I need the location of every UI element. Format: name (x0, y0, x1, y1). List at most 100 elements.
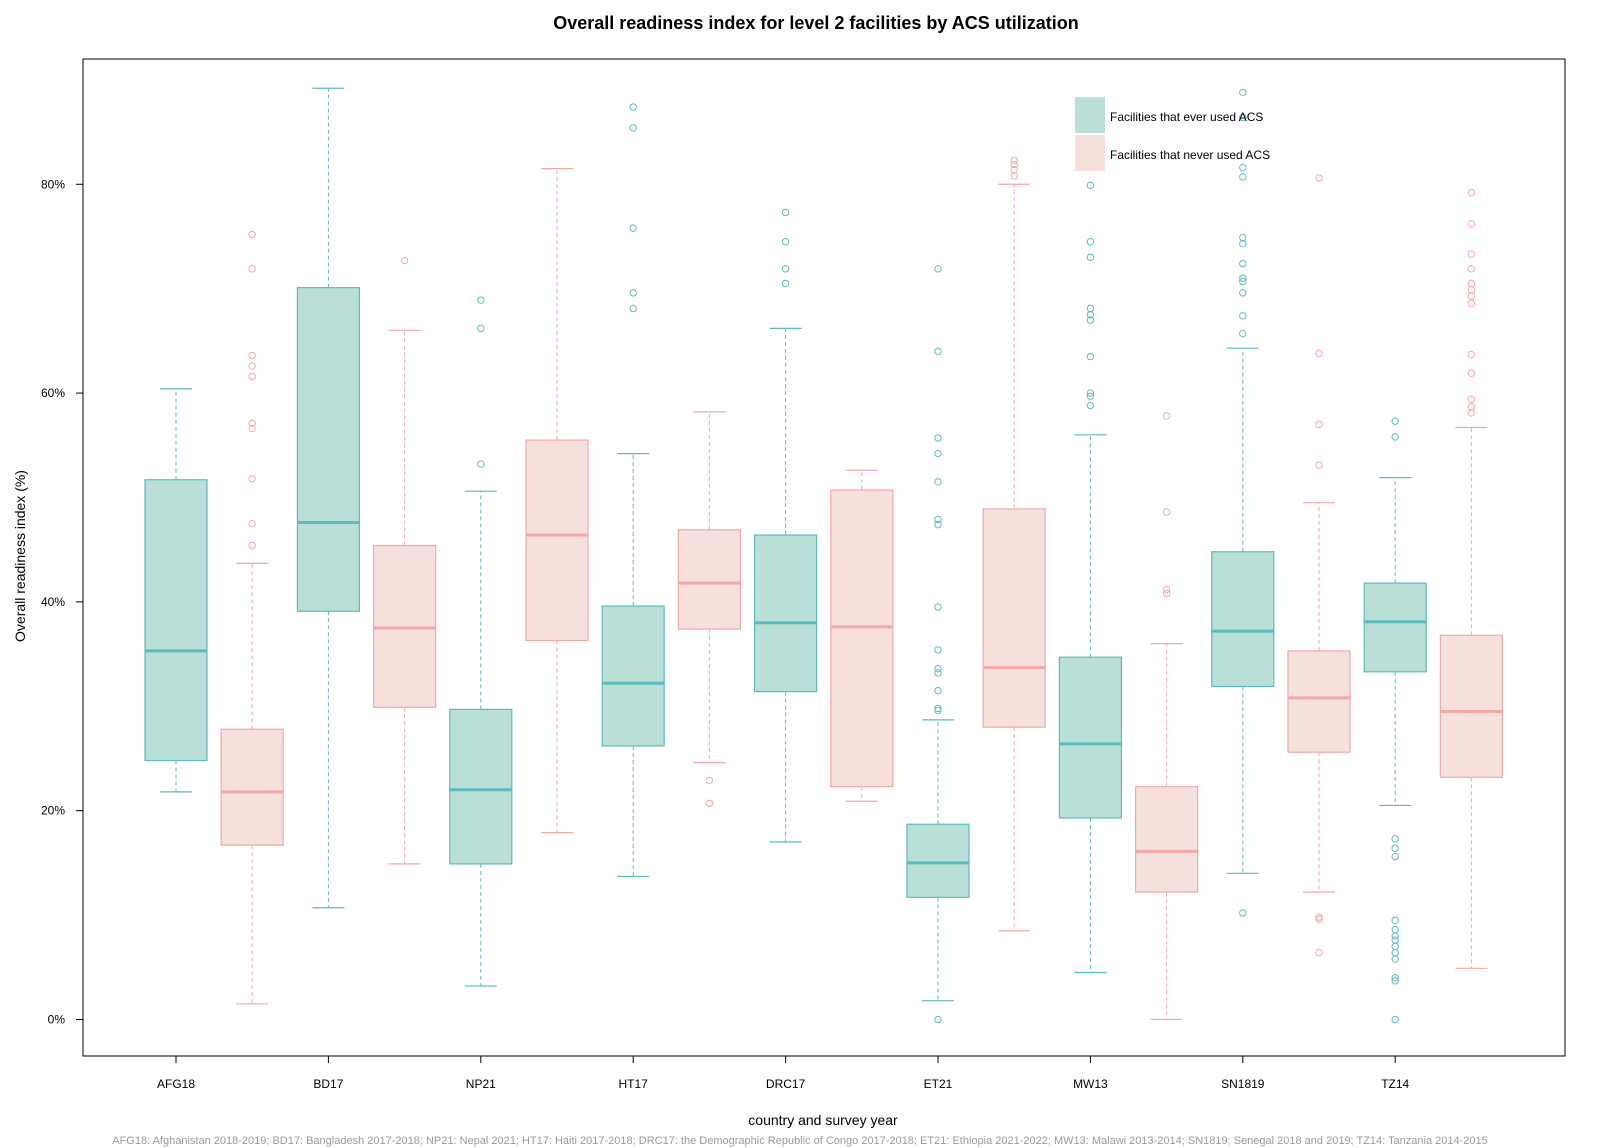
outlier-point (1010, 156, 1018, 164)
outlier-point (1391, 916, 1399, 924)
outlier-point (1391, 852, 1399, 861)
outlier-point (400, 256, 409, 265)
box (1363, 582, 1427, 673)
y-tick-label: 60% (41, 386, 65, 400)
x-tick-label: BD17 (313, 1077, 343, 1091)
outlier-point (1239, 173, 1247, 181)
outlier-point (248, 362, 256, 370)
outlier-point (1391, 948, 1399, 957)
box-group (1363, 417, 1427, 1024)
outlier-point (1391, 925, 1399, 934)
outlier-point (781, 208, 790, 217)
outlier-point (248, 424, 256, 433)
outlier-point (1010, 172, 1018, 180)
outlier-point (934, 520, 942, 529)
outlier-point (248, 541, 256, 550)
outlier-point (1467, 369, 1476, 377)
outlier-point (1010, 160, 1018, 169)
outlier-point (1086, 253, 1095, 262)
outlier-point (1391, 844, 1399, 852)
box-group (220, 230, 284, 1005)
outlier-point (629, 289, 637, 297)
outlier-point (781, 237, 790, 246)
boxes-layer (144, 87, 1504, 1024)
outlier-point (934, 686, 942, 695)
outlier-point (1239, 329, 1247, 338)
outlier-point (1162, 585, 1171, 594)
outlier-point (1239, 312, 1247, 320)
box (525, 439, 589, 642)
outlier-point (1315, 461, 1323, 469)
box-group (677, 411, 742, 808)
outlier-point (1391, 433, 1399, 441)
legend-swatch-never-used (1075, 135, 1105, 171)
box (830, 489, 894, 788)
outlier-point (934, 669, 942, 677)
box (144, 479, 208, 762)
outlier-point (248, 230, 256, 239)
outlier-point (1239, 909, 1247, 917)
box (906, 823, 970, 898)
x-tick-label: DRC17 (766, 1077, 806, 1091)
outlier-point (934, 646, 942, 654)
outlier-point (934, 704, 942, 713)
box (220, 728, 284, 846)
outlier-point (1315, 349, 1323, 358)
box-group (982, 156, 1046, 932)
box (677, 529, 742, 630)
box-group (830, 469, 894, 802)
box-group (1058, 181, 1123, 974)
x-tick-label: NP21 (466, 1077, 496, 1091)
outlier-point (1467, 265, 1476, 273)
outlier-point (1239, 113, 1247, 122)
outlier-point (248, 419, 256, 428)
outlier-point (1239, 277, 1247, 286)
outlier-point (1467, 250, 1476, 258)
outlier-point (1315, 948, 1323, 957)
box (1287, 650, 1351, 753)
outlier-point (1086, 316, 1095, 324)
outlier-point (1391, 977, 1399, 985)
outlier-point (1467, 409, 1476, 417)
outlier-point (1239, 289, 1247, 297)
outlier-point (477, 296, 485, 304)
box (601, 605, 665, 747)
outlier-point (477, 460, 485, 468)
outlier-point (934, 265, 942, 273)
outlier-point (934, 478, 942, 486)
box-group (1287, 174, 1351, 957)
outlier-point (705, 776, 714, 785)
outlier-point (1467, 286, 1476, 294)
outlier-point (1086, 181, 1095, 190)
outlier-point (934, 449, 942, 458)
y-tick-label: 20% (41, 804, 65, 818)
outlier-point (1467, 220, 1476, 228)
box-group (449, 296, 513, 987)
outlier-point (934, 664, 942, 673)
outlier-point (248, 351, 256, 360)
box (1211, 551, 1275, 688)
outlier-point (934, 434, 942, 442)
outlier-point (934, 706, 942, 715)
x-tick-label: SN1819 (1221, 1077, 1265, 1091)
box (1134, 786, 1199, 893)
x-tick-label: HT17 (619, 1077, 649, 1091)
outlier-point (705, 799, 714, 808)
outlier-point (1467, 292, 1476, 300)
box-group (906, 265, 970, 1024)
outlier-point (248, 474, 256, 483)
box (373, 544, 437, 708)
legend-label-never-used: Facilities that never used ACS (1110, 148, 1270, 162)
box-group (144, 388, 208, 793)
outlier-point (1239, 259, 1247, 268)
outlier-point (1467, 402, 1476, 411)
outlier-point (934, 347, 942, 356)
outlier-point (934, 515, 942, 524)
y-tick-label: 80% (41, 177, 65, 191)
outlier-point (1086, 401, 1095, 410)
y-tick-label: 40% (41, 595, 65, 609)
legend: Facilities that ever used ACS Facilities… (1075, 97, 1270, 171)
outlier-point (1467, 188, 1476, 197)
outlier-point (1315, 913, 1323, 921)
chart-title: Overall readiness index for level 2 faci… (553, 13, 1079, 33)
